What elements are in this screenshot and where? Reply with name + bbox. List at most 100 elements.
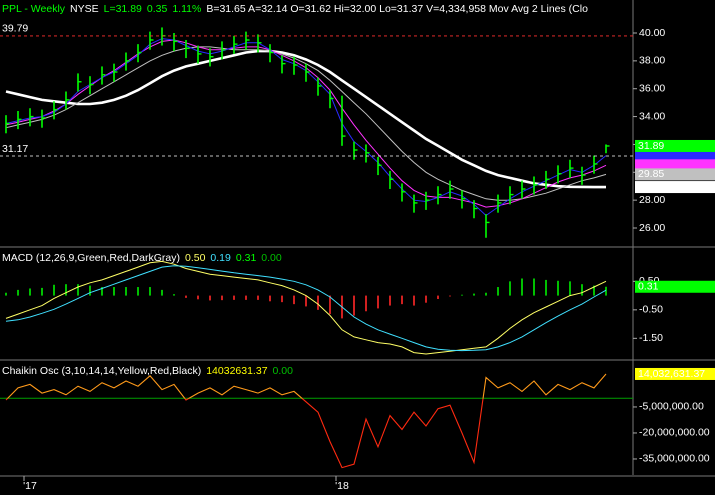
histogram-bar [425,295,427,303]
histogram-bar [185,295,187,298]
histogram-bar [545,279,547,296]
histogram-bar [329,295,331,315]
y-tick-label: -1.50 [639,332,663,344]
y-tick-label: 38.00 [639,55,665,67]
histogram-bar [17,289,19,296]
y-tick-label: -5,000,000.00 [639,401,704,413]
histogram-bar [533,278,535,296]
histogram-bar [41,287,43,296]
histogram-bar [365,295,367,312]
histogram-bar [53,284,55,296]
histogram-bar [401,295,403,305]
value-box-text: 28.94 [638,181,664,193]
histogram-bar [293,295,295,305]
header-item: B=31.65 A=32.14 O=31.62 Hi=32.00 Lo=31.3… [206,3,588,15]
y-tick-label: 40.00 [639,27,665,39]
oscillator-box-text: 14,032,631.37 [638,368,705,380]
histogram-bar [437,295,439,300]
histogram-bar [473,293,475,296]
histogram-bar [305,295,307,307]
histogram-bar [161,289,163,296]
value-box [635,159,715,172]
y-tick-label: -35,000,000.00 [639,453,710,465]
value-box [635,181,715,194]
histogram-bar [197,295,199,300]
price-box-text: 31.89 [638,140,664,152]
x-tick-label: '18 [335,480,349,492]
moving-average [5,49,606,189]
x-tick-label: '17 [23,480,37,492]
histogram-bar [113,287,115,296]
value-box [635,149,715,162]
legend-item: 0.31 [236,252,257,264]
histogram-bar [29,288,31,296]
y-tick-label: -20,000,000.00 [639,427,710,439]
oscillator-line [5,373,607,469]
histogram-bar [413,295,415,306]
legend-item: 0.00 [261,252,282,264]
histogram-bar [497,287,499,296]
histogram-bar [137,287,139,296]
histogram-bar [449,295,451,297]
reference-label: 39.79 [2,23,28,35]
legend-item: 0.50 [185,252,206,264]
macd-line [5,265,607,352]
histogram-bar [125,287,127,296]
header-item: 1.11% [172,3,201,15]
histogram-bar [245,295,247,300]
histogram-bar [101,287,103,296]
histogram-bar [317,295,319,310]
legend-item: 0.19 [210,252,231,264]
histogram-bar [149,287,151,296]
histogram-bar [269,295,271,302]
y-tick-label: 34.00 [639,110,665,122]
histogram-bar [389,295,391,306]
histogram-bar [485,292,487,296]
oscillator-box [635,367,715,380]
histogram-bar [257,295,259,300]
header-item: NYSE [70,3,99,15]
histogram-bar [173,294,175,296]
histogram-bar [209,295,211,301]
histogram-bar [65,284,67,296]
histogram-bar [569,281,571,296]
legend-item: 0.00 [273,365,294,377]
histogram-bar [557,280,559,296]
histogram-bar [377,295,379,309]
header-item: L=31.89 [104,3,142,15]
legend-item: Chaikin Osc (3,10,14,14,Yellow,Red,Black… [2,365,201,377]
histogram-bar [461,294,463,296]
reference-label: 31.17 [2,143,28,155]
header-item: 0.35 [147,3,168,15]
y-tick-label: -0.50 [639,304,663,316]
price-box [635,139,715,152]
plot-area: PPL - Weekly NYSE L=31.89 0.35 1.11% B=31.65 … [0,3,633,469]
histogram-box [635,280,715,293]
legend-item: MACD (12,26,9,Green,Red,DarkGray) [2,252,180,264]
y-tick-label: 26.00 [639,222,665,234]
histogram-bar [281,295,283,303]
histogram-bar [77,284,79,296]
histogram-bar [509,281,511,296]
legend: Chaikin Osc (3,10,14,14,Yellow,Red,Black… [2,365,293,377]
histogram-bar [605,286,607,296]
histogram-bar [593,285,595,296]
value-box [635,168,715,181]
histogram-bar [353,295,355,316]
legend-item: 14032631.37 [206,365,267,377]
histogram-bar [521,278,523,296]
histogram-bar [89,285,91,296]
histogram-bar [581,284,583,296]
histogram-bar [233,295,235,300]
histogram-bar [221,295,223,301]
header: PPL - Weekly NYSE L=31.89 0.35 1.11% B=31.65 … [2,3,588,15]
value-box-text: 29.85 [638,168,664,180]
y-tick-label: 28.00 [639,194,665,206]
legend: MACD (12,26,9,Green,Red,DarkGray) 0.50 0.1… [2,252,282,264]
macd-line [5,260,607,355]
y-tick-label: 36.00 [639,83,665,95]
header-item: PPL - Weekly [2,3,66,15]
histogram-box-text: 0.31 [638,281,659,293]
